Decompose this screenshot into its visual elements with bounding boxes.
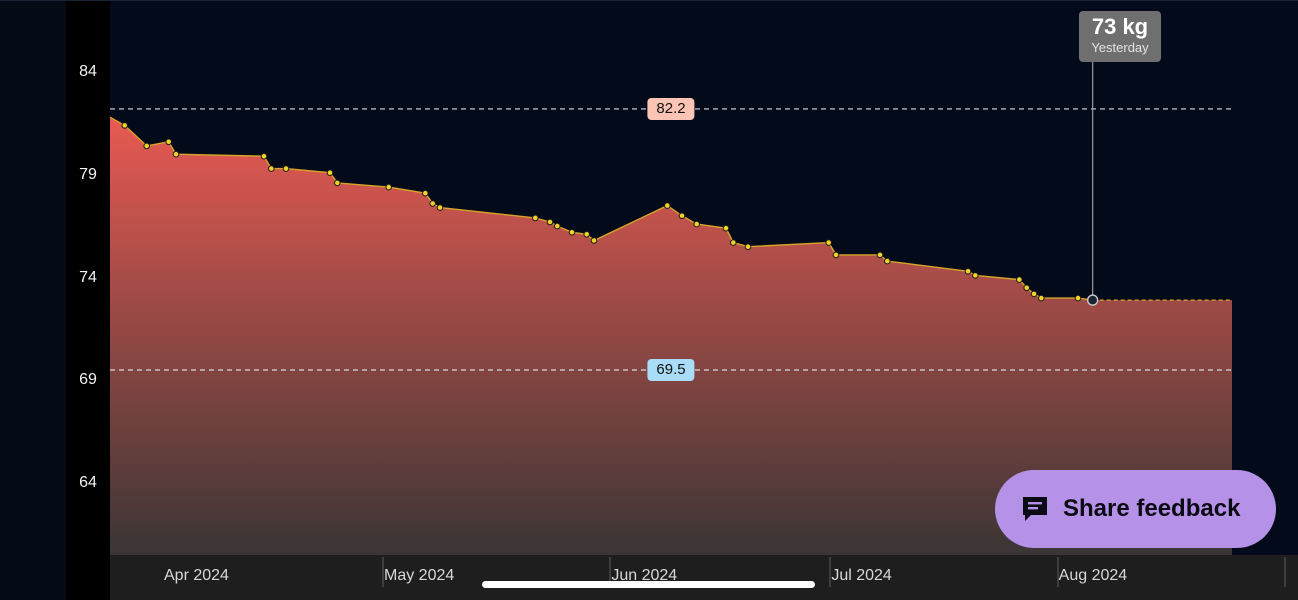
data-point[interactable] — [554, 222, 561, 230]
data-point[interactable] — [385, 183, 393, 191]
data-point[interactable] — [429, 200, 437, 207]
data-point[interactable] — [282, 165, 290, 172]
y-axis-column — [66, 0, 110, 600]
share-feedback-button[interactable]: Share feedback — [995, 470, 1276, 548]
data-point[interactable] — [546, 218, 554, 226]
data-point[interactable] — [1074, 294, 1082, 302]
data-point[interactable] — [143, 142, 150, 150]
chat-message-icon — [1023, 497, 1047, 521]
data-point[interactable] — [268, 165, 275, 172]
data-point[interactable] — [730, 239, 737, 246]
data-point[interactable] — [583, 231, 591, 238]
tooltip-value: 73 kg — [1091, 14, 1149, 39]
data-point[interactable] — [884, 257, 891, 265]
data-point[interactable] — [876, 251, 884, 259]
data-point[interactable] — [832, 251, 840, 259]
data-point[interactable] — [121, 122, 128, 129]
data-point[interactable] — [1016, 276, 1023, 283]
data-point[interactable] — [972, 272, 979, 279]
data-point[interactable] — [964, 268, 972, 275]
data-point[interactable] — [326, 169, 334, 176]
data-point[interactable] — [722, 224, 730, 232]
selected-point-tooltip: 73 kg Yesterday — [1079, 11, 1161, 62]
x-tick-label: May 2024 — [384, 567, 455, 584]
data-point[interactable] — [532, 214, 539, 222]
x-axis-separator — [1056, 557, 1059, 587]
x-axis-separator — [382, 557, 384, 587]
reference-label-high: 82.2 — [647, 97, 695, 120]
x-tick-label: Aug 2024 — [1058, 567, 1128, 584]
data-point[interactable] — [678, 212, 686, 220]
top-border — [0, 0, 1298, 1]
x-tick-label: Jun 2024 — [611, 567, 678, 584]
data-point[interactable] — [664, 202, 671, 209]
data-point[interactable] — [436, 204, 444, 211]
weight-area — [110, 117, 1232, 555]
data-point[interactable] — [744, 243, 752, 250]
data-point[interactable] — [693, 220, 701, 228]
x-axis-separator — [829, 557, 832, 587]
selected-data-point[interactable] — [1086, 294, 1099, 306]
x-axis-separator — [1284, 557, 1286, 587]
y-tick-label: 74 — [79, 268, 97, 286]
y-tick-label: 79 — [79, 165, 97, 183]
data-point[interactable] — [260, 152, 268, 160]
x-tick-label: Jul 2024 — [831, 567, 892, 584]
left-gutter — [0, 0, 66, 600]
data-point[interactable] — [172, 150, 180, 158]
data-point[interactable] — [1038, 294, 1045, 302]
x-axis-strip — [110, 555, 1298, 600]
data-point[interactable] — [1030, 290, 1038, 298]
x-axis-separator — [609, 557, 612, 587]
home-indicator[interactable] — [482, 581, 815, 588]
reference-label-low: 69.5 — [647, 359, 695, 381]
x-tick-label: Apr 2024 — [164, 567, 229, 584]
data-point[interactable] — [1023, 284, 1030, 292]
share-feedback-label: Share feedback — [1063, 495, 1241, 522]
data-point[interactable] — [165, 138, 172, 146]
data-point[interactable] — [568, 229, 576, 236]
y-tick-label: 84 — [79, 62, 97, 80]
data-point[interactable] — [334, 179, 341, 187]
y-tick-label: 69 — [79, 371, 97, 389]
data-point[interactable] — [825, 239, 833, 246]
y-tick-label: 64 — [79, 474, 97, 492]
data-point[interactable] — [422, 189, 429, 197]
data-point[interactable] — [590, 237, 598, 244]
tooltip-label: Yesterday — [1091, 40, 1149, 55]
